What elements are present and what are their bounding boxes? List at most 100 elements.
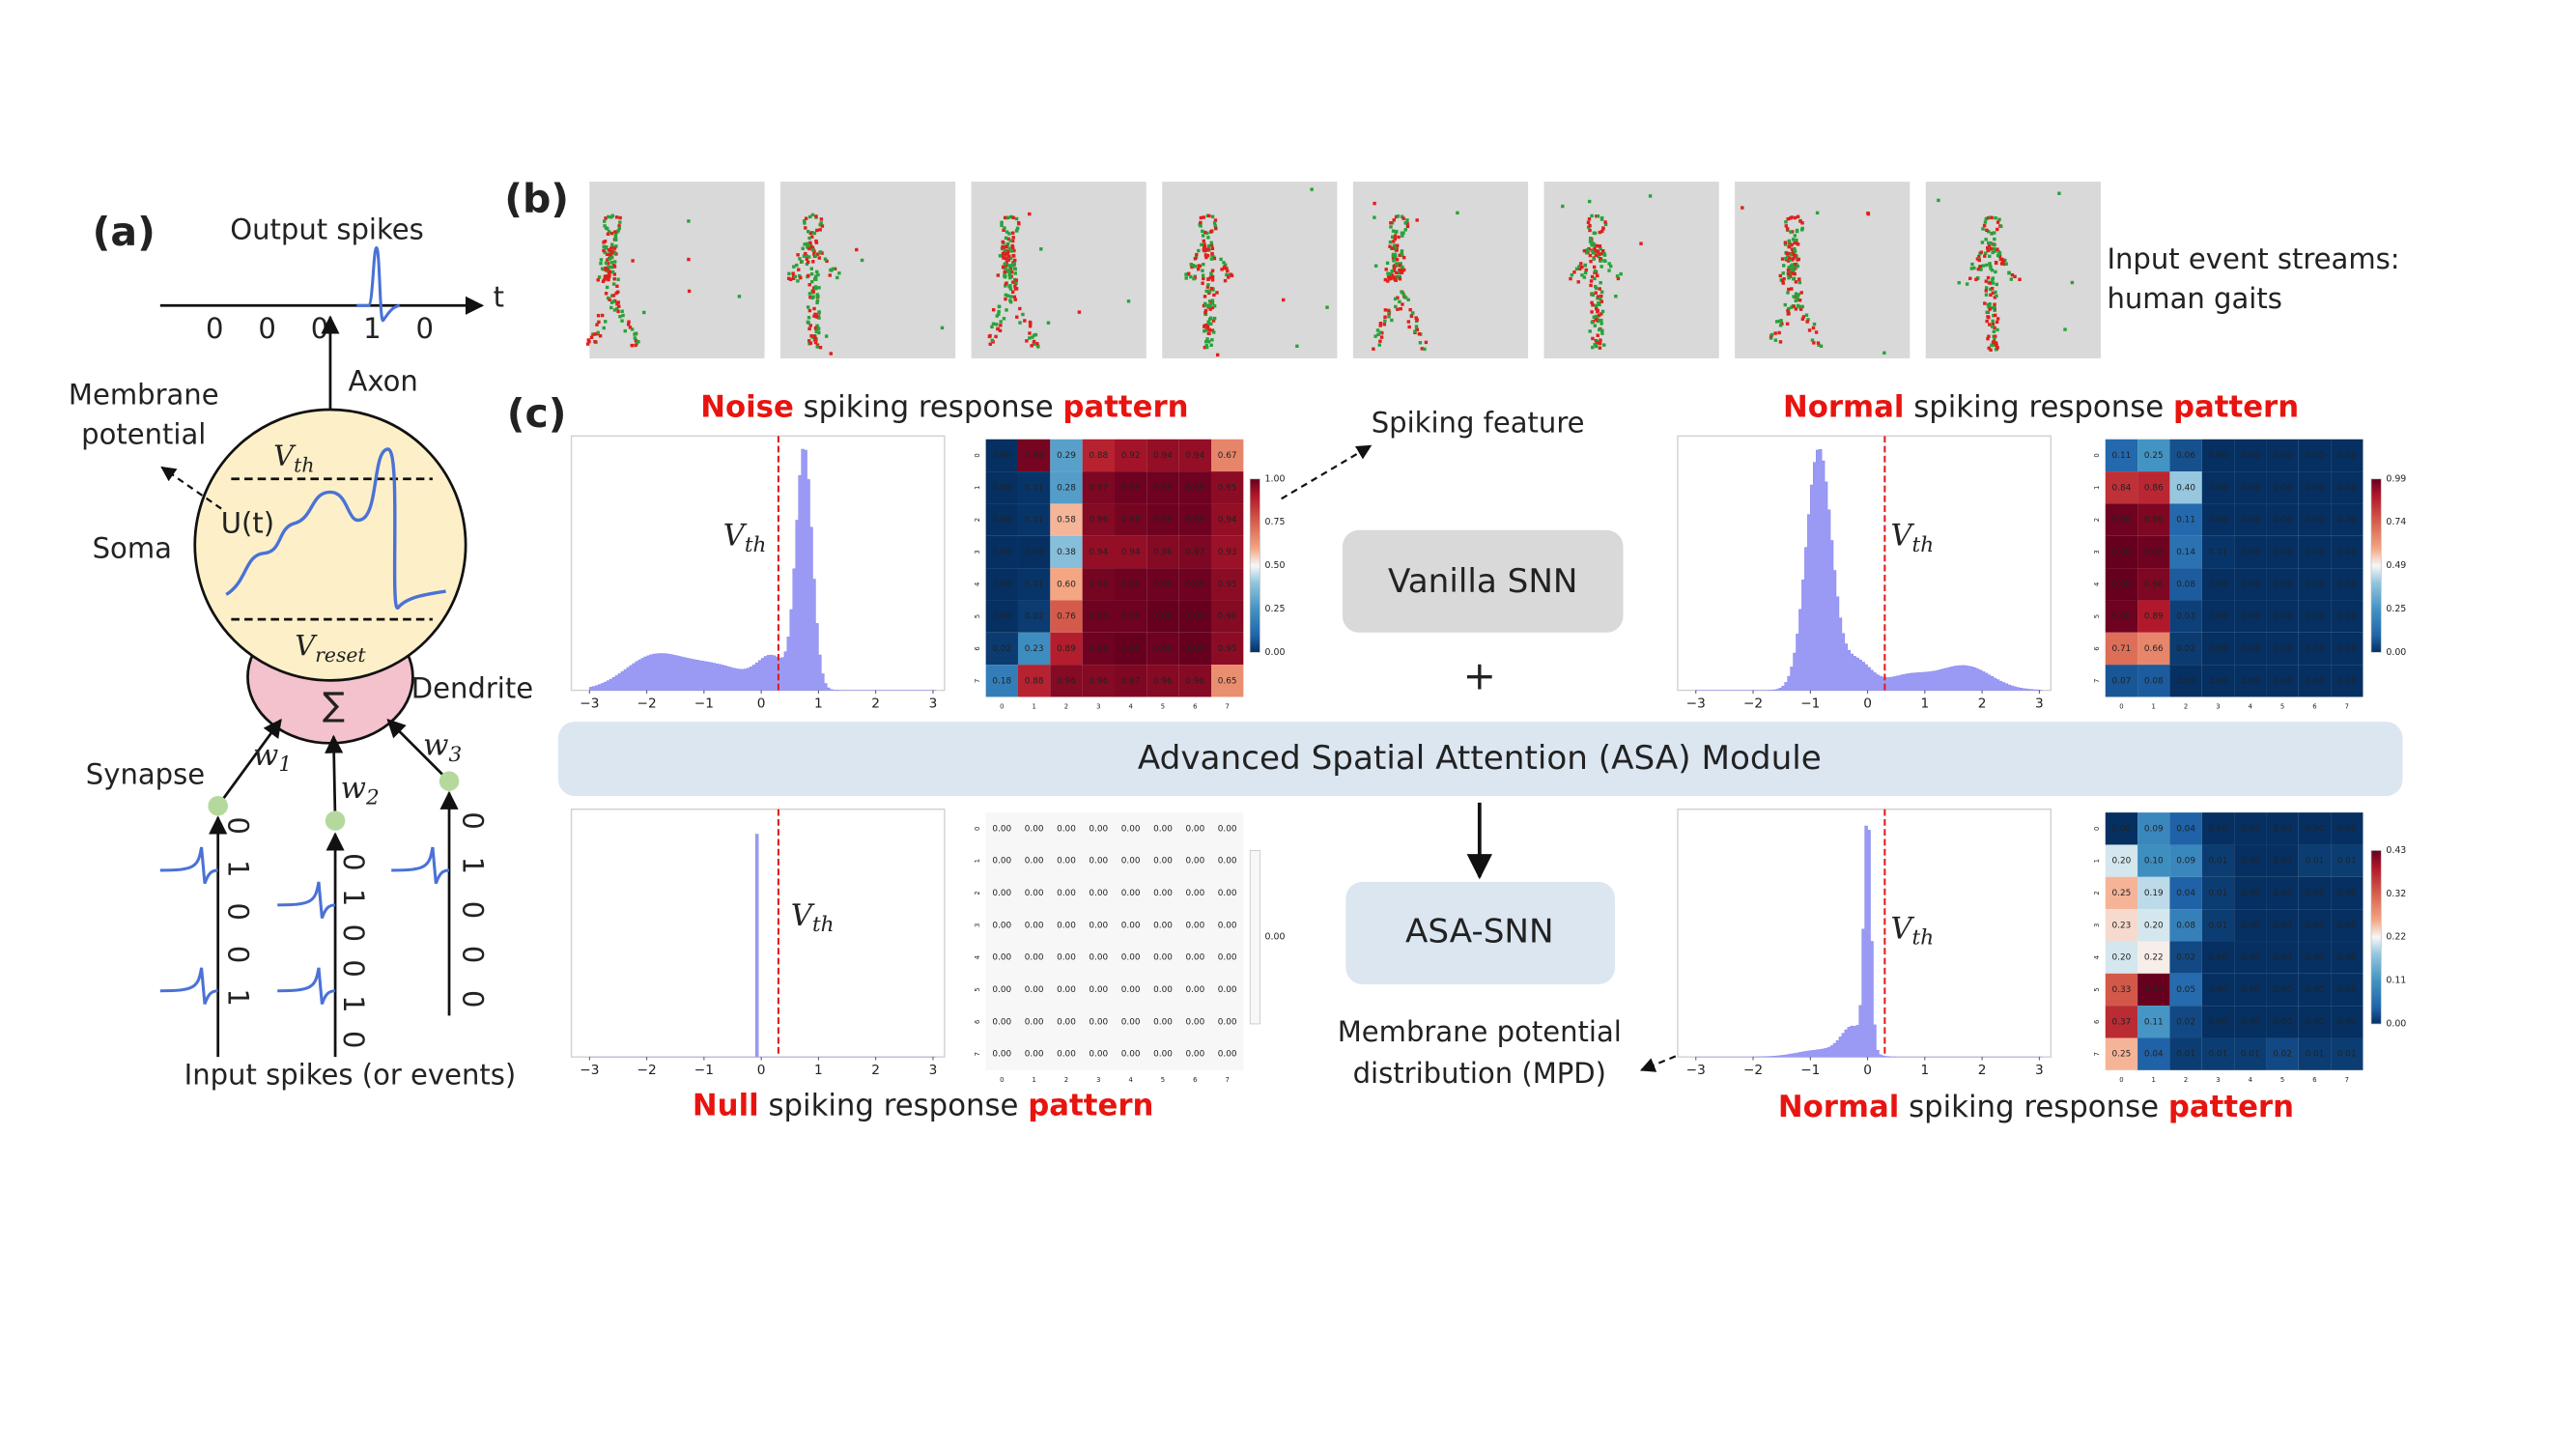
heatmap-cell xyxy=(1211,600,1244,633)
event-dot xyxy=(1004,256,1008,261)
heatmap-axis-label: 6 xyxy=(974,646,981,650)
event-dot xyxy=(1984,216,1989,221)
event-dot xyxy=(1209,241,1213,245)
heatmap-cell xyxy=(985,844,1018,877)
heatmap-value: 0.98 xyxy=(1089,580,1108,589)
heatmap-cell xyxy=(1082,973,1115,1007)
event-dot xyxy=(1812,341,1816,345)
event-dot xyxy=(1383,277,1388,282)
title-highlight: pattern xyxy=(1028,1088,1153,1122)
event-dot xyxy=(1570,272,1574,277)
heatmap-value: 0.00 xyxy=(2273,516,2292,526)
event-dot xyxy=(1614,294,1618,298)
heatmap-value: 0.00 xyxy=(2306,612,2325,622)
event-dot xyxy=(1005,242,1010,246)
event-dot xyxy=(1203,345,1207,350)
heatmap-value: 0.95 xyxy=(1218,483,1237,493)
event-dot xyxy=(1591,303,1595,307)
heatmap-cell xyxy=(2266,535,2299,569)
event-dot xyxy=(1796,295,1799,299)
weight-label: w2 xyxy=(341,771,380,810)
event-dot xyxy=(610,213,614,217)
sum-symbol: ∑ xyxy=(323,686,345,724)
event-dot xyxy=(1203,248,1206,253)
heatmap-value: 0.76 xyxy=(1057,612,1076,622)
input-digit: 1 xyxy=(221,860,254,877)
event-dot xyxy=(687,219,691,223)
heatmap-cell xyxy=(1017,1006,1051,1038)
event-dot xyxy=(1210,278,1215,282)
event-dot xyxy=(1796,298,1799,302)
heatmap-cell xyxy=(1017,909,1051,942)
event-dot xyxy=(1046,321,1051,325)
input-spike xyxy=(159,967,218,1005)
event-dot xyxy=(791,276,796,280)
event-dot xyxy=(1028,331,1032,335)
event-dot xyxy=(1011,215,1015,220)
event-dot xyxy=(637,340,640,344)
event-dot xyxy=(1398,274,1401,279)
event-dot xyxy=(1012,262,1016,266)
event-dot xyxy=(1800,317,1805,322)
heatmap-cell xyxy=(1211,568,1244,601)
event-dot xyxy=(1998,257,2003,262)
heatmap-value: 0.84 xyxy=(2112,483,2132,493)
heatmap-value: 0.01 xyxy=(2209,548,2228,557)
heatmap-axis-label: 0 xyxy=(974,453,981,457)
heatmap-value: 0.96 xyxy=(1153,548,1173,557)
event-dot xyxy=(807,308,812,313)
event-dot xyxy=(1972,266,1976,270)
event-dot xyxy=(1994,270,1997,274)
heatmap-cell xyxy=(2266,1037,2299,1070)
event-frame xyxy=(589,182,765,358)
event-dot xyxy=(1794,280,1798,284)
event-dot xyxy=(1984,279,1989,283)
heatmap-value: 0.98 xyxy=(1121,516,1141,526)
event-dot xyxy=(617,304,621,308)
event-dot xyxy=(1387,310,1392,315)
event-dot xyxy=(1599,257,1602,261)
event-dot xyxy=(1594,343,1599,348)
event-dot xyxy=(1195,252,1199,257)
heatmap-value: 0.00 xyxy=(2273,483,2292,493)
heatmap-axis-label: 6 xyxy=(2093,646,2101,650)
event-dot xyxy=(634,343,637,348)
event-dot xyxy=(817,256,822,260)
event-dot xyxy=(600,267,605,270)
event-dot xyxy=(1793,265,1798,269)
input-digit: 1 xyxy=(221,988,254,1006)
event-dot xyxy=(595,323,599,327)
event-dot xyxy=(606,258,609,262)
event-dot xyxy=(1974,277,1978,281)
heatmap-cell xyxy=(2105,471,2138,504)
event-dot xyxy=(1787,276,1791,280)
event-dot xyxy=(1591,345,1595,350)
heatmap-cell xyxy=(2331,600,2364,633)
event-dot xyxy=(605,268,609,271)
event-dot xyxy=(804,251,807,256)
heatmap-value: 0.00 xyxy=(992,1017,1011,1027)
event-dot xyxy=(1420,347,1425,351)
heatmap-cell xyxy=(1050,439,1083,472)
event-dot xyxy=(1789,230,1793,234)
event-dot xyxy=(1004,293,1008,298)
event-dot xyxy=(1015,315,1019,319)
time-axis-label: t xyxy=(494,280,504,313)
event-dot xyxy=(1023,319,1027,323)
event-dot xyxy=(1994,348,1998,352)
event-dot xyxy=(1418,341,1423,345)
heatmap-cell xyxy=(1017,876,1051,910)
heatmap-axis-label: 6 xyxy=(2312,1076,2316,1084)
event-dot xyxy=(818,250,822,255)
event-dot xyxy=(1593,276,1597,281)
event-dot xyxy=(609,246,613,250)
event-dot xyxy=(1791,250,1796,254)
event-dot xyxy=(815,293,819,297)
heatmap-value: 0.00 xyxy=(2273,824,2292,834)
event-dot xyxy=(988,342,992,346)
event-dot xyxy=(1586,220,1591,224)
event-dot xyxy=(1003,215,1007,220)
u-t-label: U(t) xyxy=(221,507,274,540)
event-dot xyxy=(805,254,808,258)
heatmap-cell xyxy=(1146,535,1179,569)
